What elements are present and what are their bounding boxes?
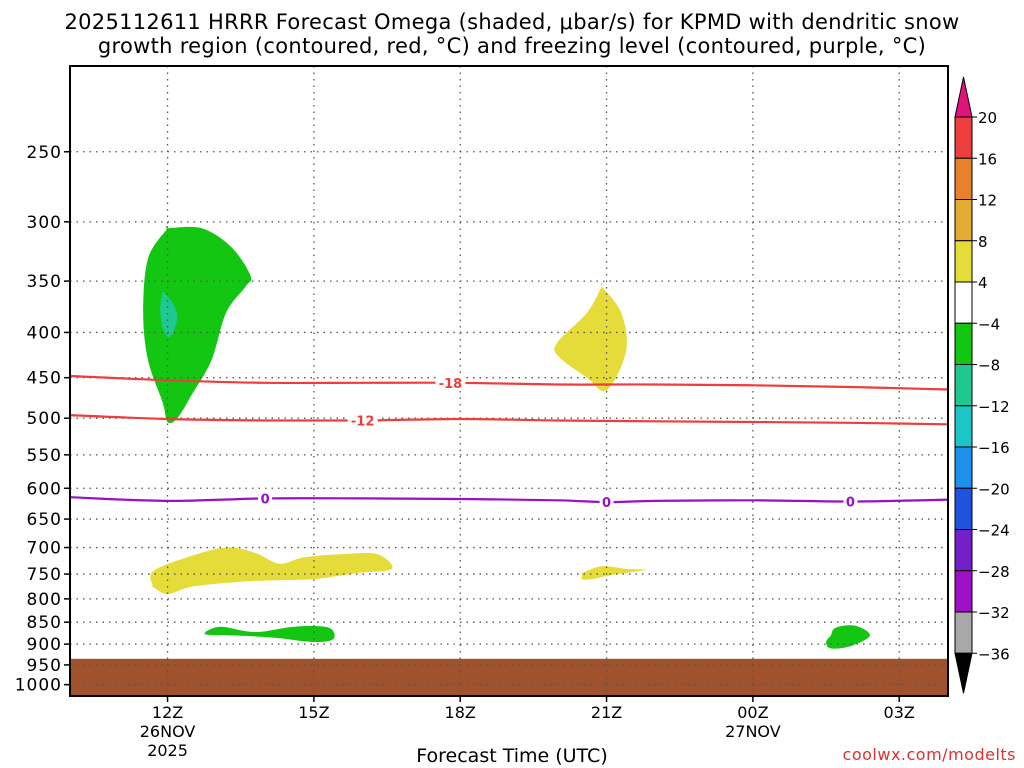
colorbar-label: −12 (978, 398, 1010, 416)
colorbar-label: 12 (978, 192, 997, 210)
y-tick-label: 900 (27, 635, 62, 655)
plot-frame (69, 65, 949, 697)
y-tick-label: 800 (27, 590, 62, 610)
y-tick-label: 850 (27, 613, 62, 633)
colorbar-segment (954, 157, 973, 200)
freezing-level-0-line (70, 496, 948, 504)
contour-minus18-label-bg (435, 375, 466, 390)
colorbar: 20 16 12 8 4 −4 −8 −12 −16 −20 −24 −28 −32 −36 (954, 76, 1010, 694)
x-tick-label: 03Z (884, 703, 915, 722)
y-tick-label: 500 (27, 409, 62, 429)
y-tick-label: 950 (27, 656, 62, 676)
colorbar-label: −28 (978, 563, 1010, 581)
colorbar-label: 16 (978, 150, 997, 168)
x-tick-date-label: 26NOV (140, 722, 196, 741)
x-tick-label: 21Z (591, 703, 622, 722)
credit-link[interactable]: coolwx.com/modelts (842, 745, 1016, 764)
freezing-level-0-label-bg (258, 491, 273, 506)
y-tick-label: 550 (27, 446, 62, 466)
colorbar-segment (954, 405, 973, 448)
contour-minus18-line (70, 374, 948, 391)
colorbar-label: −36 (978, 645, 1010, 663)
contour-lines: -18 -12 0 0 0 (70, 374, 948, 511)
colorbar-segment (954, 446, 973, 489)
grid-lines (70, 66, 948, 696)
omega-region-low-rise-yellow-mid (580, 566, 646, 580)
freezing-level-0-label-bg (599, 495, 614, 510)
y-tick-label: 600 (27, 479, 62, 499)
x-tick-label: 15Z (298, 703, 329, 722)
y-tick-label: 700 (27, 539, 62, 559)
y-tick-label: 650 (27, 510, 62, 530)
omega-region-low-sink-green-left (204, 626, 335, 643)
x-axis-title: Forecast Time (UTC) (416, 745, 608, 767)
colorbar-top-arrow (954, 76, 973, 118)
colorbar-segment (954, 570, 973, 613)
contour-minus18-label: -18 (439, 377, 463, 392)
chart-title-line1: 2025112611 HRRR Forecast Omega (shaded, … (64, 10, 960, 34)
chart-title-line2: growth region (contoured, red, °C) and f… (97, 34, 927, 58)
omega-shading (143, 225, 871, 649)
colorbar-label: 20 (978, 109, 997, 127)
omega-region-low-rise-yellow-left (150, 547, 393, 594)
colorbar-label: −8 (978, 357, 1000, 375)
y-tick-label: 450 (27, 369, 62, 389)
contour-minus12-line (70, 414, 948, 426)
colorbar-label: −16 (978, 439, 1010, 457)
freezing-level-0-label: 0 (261, 492, 270, 507)
colorbar-segment (954, 199, 973, 242)
y-axis: 2503003504004505005506006507007508008509… (15, 143, 70, 696)
colorbar-label: −24 (978, 522, 1010, 540)
colorbar-segment (954, 281, 973, 324)
omega-region-upper-sink-green (143, 225, 252, 424)
x-tick-year-label: 2025 (147, 741, 188, 760)
omega-region-upper-sink-teal (160, 290, 178, 338)
colorbar-label: −32 (978, 604, 1010, 622)
y-tick-label: 750 (27, 565, 62, 585)
colorbar-segment (954, 611, 973, 654)
colorbar-segment (954, 487, 973, 530)
freezing-level-0-label: 0 (846, 496, 855, 511)
colorbar-label: −4 (978, 315, 1000, 333)
ground-layer (70, 658, 948, 696)
colorbar-segment (954, 529, 973, 572)
colorbar-label: 4 (978, 274, 988, 292)
colorbar-segment (954, 240, 973, 283)
omega-region-mid-rise-yellow (554, 283, 627, 392)
contour-minus12-label: -12 (351, 415, 375, 430)
x-tick-label: 00Z (737, 703, 768, 722)
colorbar-segment (954, 364, 973, 407)
colorbar-bottom-arrow (954, 652, 973, 694)
y-tick-label: 400 (27, 323, 62, 343)
freezing-level-0-label: 0 (602, 496, 611, 511)
colorbar-label: −20 (978, 480, 1010, 498)
colorbar-segment (954, 322, 973, 365)
ground-fill (70, 658, 948, 696)
colorbar-label: 8 (978, 233, 988, 251)
omega-region-low-sink-green-right (826, 625, 871, 649)
freezing-level-0-label-bg (843, 494, 858, 509)
colorbar-segment (954, 116, 973, 159)
y-tick-label: 250 (27, 143, 62, 163)
x-tick-date-label: 27NOV (725, 722, 781, 741)
x-tick-label: 18Z (445, 703, 476, 722)
y-tick-label: 1000 (15, 676, 62, 696)
y-tick-label: 350 (27, 272, 62, 292)
x-tick-label: 12Z (152, 703, 183, 722)
y-tick-label: 300 (27, 213, 62, 233)
contour-minus12-label-bg (347, 413, 378, 428)
